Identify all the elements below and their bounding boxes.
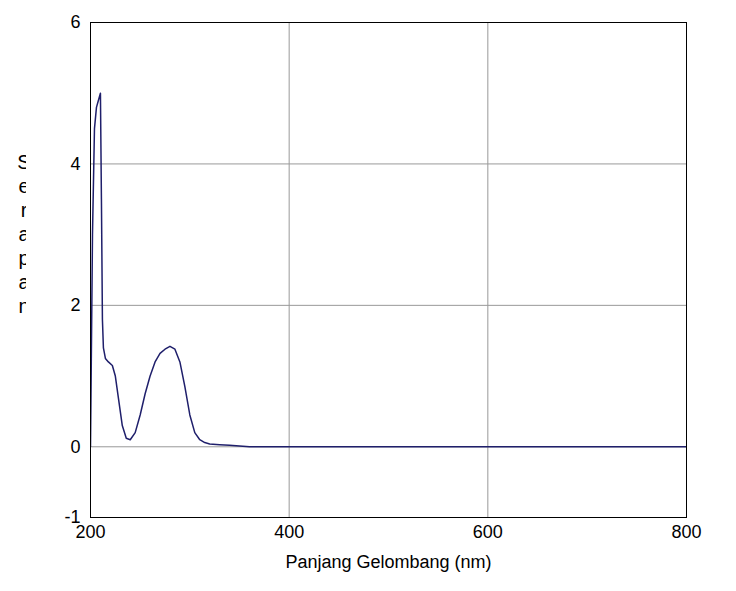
html-text:e: e <box>18 175 30 197</box>
html-text:a: a <box>18 271 30 293</box>
svg-text:2: 2 <box>70 295 80 315</box>
html-text:p: p <box>18 247 30 269</box>
svg-text:800: 800 <box>671 522 701 542</box>
svg-text:6: 6 <box>70 12 80 32</box>
svg-text:200: 200 <box>75 522 105 542</box>
svg-text:Panjang Gelombang (nm): Panjang Gelombang (nm) <box>285 552 491 572</box>
svg-text:400: 400 <box>274 522 304 542</box>
html-text:a: a <box>18 223 30 245</box>
svg-text:-1: -1 <box>64 507 81 528</box>
html-text:r: r <box>20 199 28 221</box>
svg-text:4: 4 <box>70 154 80 174</box>
html-text:S: S <box>17 151 31 173</box>
html-text:n: n <box>18 295 30 317</box>
svg-text:0: 0 <box>70 437 80 457</box>
svg-text:600: 600 <box>473 522 503 542</box>
